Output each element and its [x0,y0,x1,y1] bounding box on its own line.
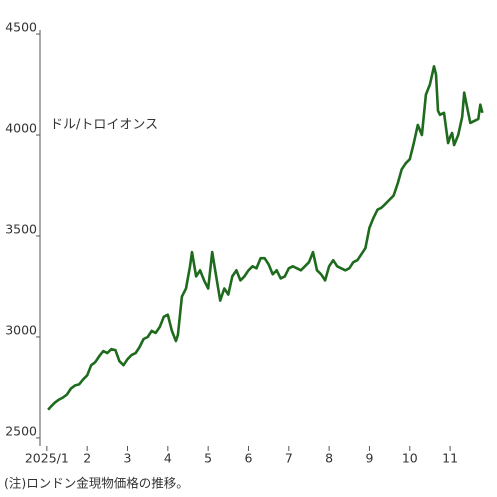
x-tick-label: 11 [442,451,458,466]
x-tick-label: 4 [164,451,172,466]
x-tick-label: 9 [365,451,373,466]
x-tick-label: 8 [325,451,333,466]
y-tick-label: 3500 [5,221,37,236]
y-tick-label: 4000 [5,121,37,136]
x-tick-label: 5 [204,451,212,466]
y-tick-label: 3000 [5,322,37,337]
x-tick-label: 3 [124,451,132,466]
y-tick-label: 4500 [5,20,37,35]
x-tick-label: 2025/1 [25,451,69,466]
x-tick-label: 10 [402,451,418,466]
y-tick-label: 2500 [5,423,37,438]
unit-annotation: ドル/トロイオンス [50,118,158,133]
x-tick-label: 7 [285,451,293,466]
footnote: (注)ロンドン金現物価格の推移。 [4,476,189,491]
x-tick-label: 2 [83,451,91,466]
x-tick-label: 6 [244,451,252,466]
price-line [47,65,484,411]
